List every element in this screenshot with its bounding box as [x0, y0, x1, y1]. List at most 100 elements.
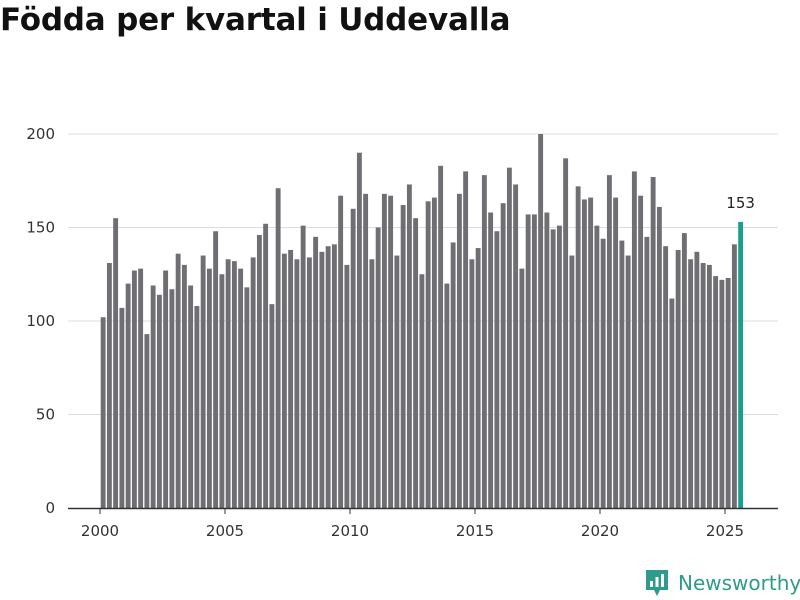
y-tick-label: 100: [26, 312, 55, 330]
bar: [106, 263, 112, 508]
bar: [281, 253, 287, 508]
x-tick-label: 2020: [581, 522, 619, 540]
bar: [150, 285, 156, 508]
bar: [225, 259, 231, 508]
bar: [494, 231, 500, 509]
bar: [163, 270, 169, 508]
bar: [563, 158, 569, 508]
bar: [213, 231, 219, 509]
bar: [256, 234, 262, 509]
bar: [456, 193, 462, 508]
bar: [469, 259, 475, 508]
bar: [294, 259, 300, 508]
brand-name: Newsworthy: [678, 571, 800, 595]
bar: [463, 171, 469, 508]
bar: [444, 283, 450, 508]
bar: [663, 246, 669, 508]
bar: [331, 244, 337, 508]
x-tick-label: 2005: [206, 522, 244, 540]
bar: [619, 240, 625, 508]
bar: [350, 208, 356, 509]
y-tick-label: 150: [26, 219, 55, 237]
bar: [569, 255, 575, 508]
bar: [600, 238, 606, 508]
bar: [100, 317, 106, 508]
bar: [438, 165, 444, 509]
bar: [113, 218, 119, 508]
bar: [606, 175, 612, 508]
bar: [588, 197, 594, 508]
bar: [381, 193, 387, 508]
bar: [638, 195, 644, 508]
bar: [431, 197, 437, 508]
x-axis: 2000 2005 2010 2015 2020 2025: [68, 507, 778, 540]
bar: [288, 249, 294, 508]
bar: [419, 274, 425, 508]
bar: [631, 171, 637, 508]
newsworthy-icon: [646, 570, 668, 596]
bar: [719, 279, 725, 508]
bar: [156, 294, 162, 508]
bar: [488, 212, 494, 509]
bar: [413, 218, 419, 508]
bar: [506, 167, 512, 508]
bar: [325, 246, 331, 508]
bar: [575, 186, 581, 509]
bar: [388, 195, 394, 508]
bar: [125, 283, 131, 508]
bar: [700, 263, 706, 508]
bar: [219, 274, 225, 508]
y-axis-ticks: 0 50 100 150 200: [26, 125, 55, 517]
x-tick-label: 2000: [81, 522, 119, 540]
bar: [269, 304, 275, 508]
bar: [375, 227, 381, 508]
bar: [681, 233, 687, 509]
bar: [675, 249, 681, 508]
bar: [513, 184, 519, 509]
bar: [656, 206, 662, 508]
bar: [731, 244, 737, 508]
newsworthy-logo[interactable]: Newsworthy: [644, 568, 800, 598]
bar: [363, 193, 369, 508]
bar: [544, 212, 550, 509]
bar: [200, 255, 206, 508]
bar: [500, 203, 506, 508]
bar: [450, 242, 456, 508]
bar: [263, 223, 269, 508]
bar: [344, 264, 350, 508]
bar: [231, 261, 237, 508]
bar: [400, 205, 406, 508]
bar: [406, 184, 412, 509]
chart-title: Födda per kvartal i Uddevalla: [0, 2, 511, 38]
y-tick-label: 50: [36, 406, 55, 424]
bar: [556, 225, 562, 508]
bar: [188, 285, 194, 508]
bar: [175, 253, 181, 508]
bar-highlight: [738, 221, 744, 508]
bar: [131, 270, 137, 508]
bar: [181, 264, 187, 508]
bar: [644, 236, 650, 508]
bar: [313, 236, 319, 508]
bar: [425, 201, 431, 508]
bar: [538, 134, 544, 508]
bar: [338, 195, 344, 508]
bar: [244, 287, 250, 508]
bar: [531, 214, 537, 508]
bar: [194, 306, 200, 508]
bar: [369, 259, 375, 508]
bar: [481, 175, 487, 508]
bar: [650, 177, 656, 508]
bar: [694, 251, 700, 508]
data-labels: 153: [726, 194, 755, 212]
last-value-label: 153: [726, 194, 755, 212]
bar: [550, 229, 556, 508]
bar: [144, 334, 150, 508]
bar: [250, 257, 256, 508]
bar: [356, 152, 362, 508]
bar: [238, 268, 244, 508]
x-tick-label: 2025: [706, 522, 744, 540]
bars: [100, 134, 744, 509]
bar: [625, 255, 631, 508]
